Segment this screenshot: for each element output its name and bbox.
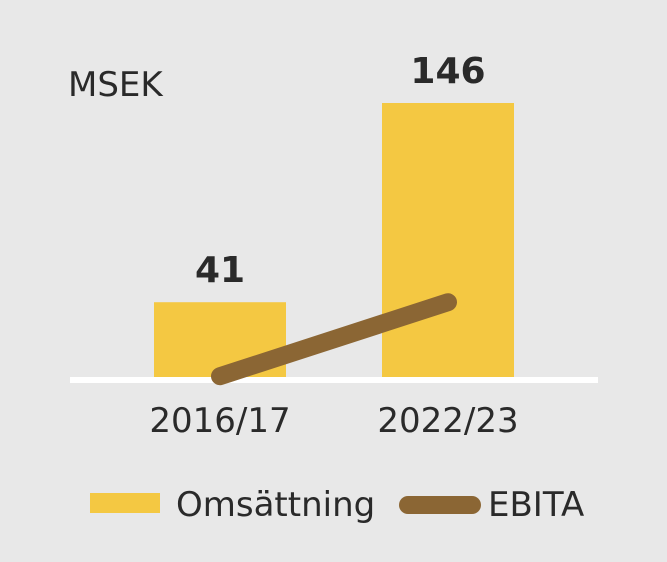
- ebita-line-segment: [211, 293, 457, 386]
- legend-label-ebita: EBITA: [488, 485, 584, 525]
- bar-2022-23: [382, 103, 514, 380]
- data-label-2016-17: 41: [195, 250, 245, 291]
- data-labels-group: 41 146: [195, 51, 486, 291]
- x-tick-label-2022-23: 2022/23: [377, 401, 518, 441]
- tick-labels-group: 2016/17 2022/23: [149, 401, 518, 441]
- legend-swatch-omsattning: [90, 493, 160, 513]
- line-series-group: [211, 293, 457, 386]
- x-tick-label-2016-17: 2016/17: [149, 401, 290, 441]
- bars-group: [154, 103, 514, 380]
- unit-label: MSEK: [68, 65, 164, 105]
- data-label-2022-23: 146: [410, 51, 485, 92]
- legend: Omsättning EBITA: [90, 485, 584, 525]
- legend-label-omsattning: Omsättning: [176, 485, 375, 525]
